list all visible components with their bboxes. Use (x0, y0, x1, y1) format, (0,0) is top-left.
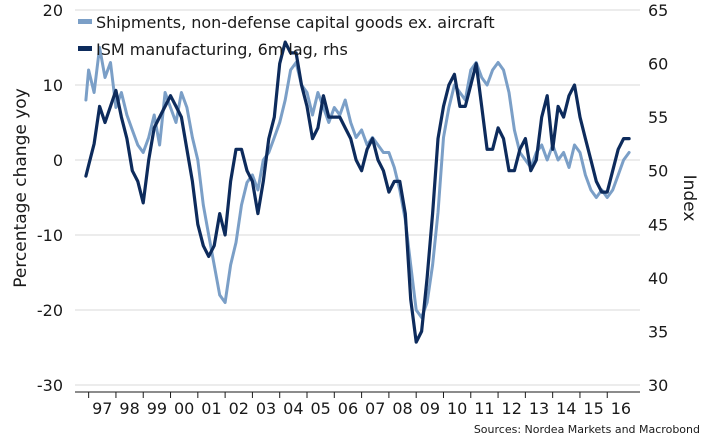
x-tick-label: 06 (338, 399, 358, 418)
right-tick-label: 65 (648, 1, 668, 20)
right-tick-label: 30 (648, 376, 668, 395)
right-tick-label: 50 (648, 162, 668, 181)
series-layer (84, 40, 631, 344)
right-tick-label: 60 (648, 55, 668, 74)
left-tick-label: 20 (43, 1, 63, 20)
left-tick-label: -30 (37, 376, 63, 395)
x-tick-label: 11 (474, 399, 494, 418)
x-tick-label: 00 (174, 399, 194, 418)
x-tick-label: 08 (392, 399, 412, 418)
legend-swatch-shipments (78, 19, 92, 24)
legend: Shipments, non-defense capital goods ex.… (78, 13, 495, 59)
right-tick-label: 40 (648, 269, 668, 288)
x-tick-label: 05 (310, 399, 330, 418)
x-tick-label: 07 (365, 399, 385, 418)
x-tick-label: 97 (92, 399, 112, 418)
x-tick-label: 99 (147, 399, 167, 418)
x-tick-label: 03 (256, 399, 276, 418)
x-tick-label: 04 (283, 399, 303, 418)
x-tick-label: 01 (201, 399, 221, 418)
source-note: Sources: Nordea Markets and Macrobond (474, 423, 700, 436)
left-axis-title: Percentage change yoy (11, 88, 31, 288)
x-tick-label: 09 (420, 399, 440, 418)
legend-label-ism: ISM manufacturing, 6m lag, rhs (96, 40, 348, 59)
left-tick-label: 10 (43, 76, 63, 95)
legend-swatch-ism (78, 46, 92, 51)
series-line-shipments (84, 46, 631, 319)
right-tick-label: 55 (648, 108, 668, 127)
x-tick-label: 12 (502, 399, 522, 418)
legend-label-shipments: Shipments, non-defense capital goods ex.… (96, 13, 495, 32)
x-tick-label: 13 (529, 399, 549, 418)
gridlines (75, 9, 640, 386)
x-axis: 97 98 99 00 01 02 03 04 05 06 07 08 09 10 11 12 13 14 15 16 (75, 391, 640, 418)
right-y-axis: 65 60 55 50 45 40 35 30 (648, 1, 668, 395)
x-tick-label: 15 (583, 399, 603, 418)
right-tick-label: 35 (648, 322, 668, 341)
left-tick-label: 0 (53, 151, 63, 170)
x-tick-label: 16 (611, 399, 631, 418)
series-line-ism (84, 40, 631, 344)
right-tick-label: 45 (648, 215, 668, 234)
x-tick-label: 98 (119, 399, 139, 418)
left-tick-label: -20 (37, 301, 63, 320)
right-axis-title: Index (679, 175, 699, 222)
x-tick-label: 10 (447, 399, 467, 418)
x-tick-label: 02 (229, 399, 249, 418)
left-tick-label: -10 (37, 226, 63, 245)
left-y-axis: 20 10 0 -10 -20 -30 (37, 1, 63, 395)
x-tick-label: 14 (556, 399, 576, 418)
